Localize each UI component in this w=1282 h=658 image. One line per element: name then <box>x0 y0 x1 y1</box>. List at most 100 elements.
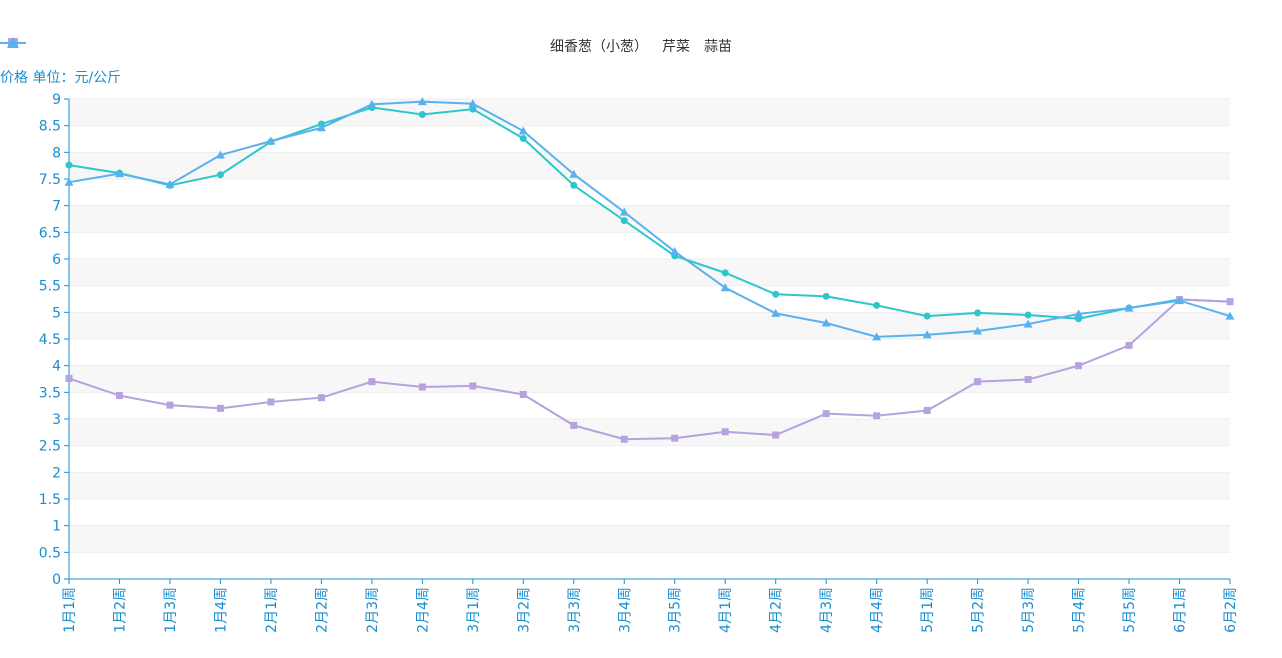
series-line <box>68 106 1231 320</box>
data-point <box>165 179 175 188</box>
y-tick-label: 6.5 <box>39 225 61 241</box>
grid-band <box>69 525 1230 553</box>
data-point <box>1175 296 1185 305</box>
x-tick-label: 5月2周 <box>971 587 987 633</box>
data-point <box>771 308 781 317</box>
data-point <box>670 247 680 256</box>
data-point <box>64 177 74 186</box>
grid-band <box>69 205 1230 233</box>
data-point <box>114 169 124 178</box>
data-point <box>923 312 931 320</box>
grid-band <box>69 259 1230 286</box>
y-tick-label: 8.5 <box>39 119 61 135</box>
y-tick-label: 0.5 <box>39 545 61 561</box>
data-point <box>671 434 679 442</box>
data-point <box>1225 311 1235 320</box>
data-point <box>469 382 477 390</box>
y-axis-label: 价格 单位：元/公斤 <box>0 70 122 86</box>
data-point <box>570 421 578 429</box>
y-tick-label: 9 <box>52 92 61 108</box>
x-tick-label: 3月4周 <box>617 587 633 633</box>
data-point <box>316 123 326 132</box>
x-tick-label: 6月2周 <box>1223 587 1239 633</box>
y-tick-label: 2.5 <box>39 439 61 455</box>
y-tick-label: 4.5 <box>39 332 61 348</box>
data-point <box>418 383 426 391</box>
data-point <box>721 428 729 436</box>
data-point <box>1075 362 1083 370</box>
data-point <box>1023 319 1033 328</box>
y-tick-label: 4 <box>52 359 61 375</box>
y-tick-label: 2 <box>52 465 61 481</box>
x-tick-label: 2月1周 <box>264 587 280 633</box>
x-tick-label: 5月5周 <box>1122 587 1138 633</box>
y-tick-label: 7.5 <box>39 172 61 188</box>
grid-band <box>69 472 1230 499</box>
data-point <box>872 332 882 341</box>
data-point <box>266 136 276 145</box>
data-point <box>468 99 478 108</box>
data-point <box>822 292 830 300</box>
x-tick-label: 4月4周 <box>870 587 886 633</box>
data-point <box>923 406 931 414</box>
grid-band <box>69 99 1230 126</box>
data-point <box>518 126 528 135</box>
data-point <box>368 378 376 386</box>
x-tick-label: 4月3周 <box>819 587 835 633</box>
data-point <box>519 390 527 398</box>
x-tick-label: 2月2周 <box>314 587 330 633</box>
data-point <box>569 169 579 178</box>
data-point <box>1074 309 1084 318</box>
grid-band <box>69 419 1230 446</box>
data-point <box>620 217 628 225</box>
legend-label: 芹菜 <box>662 39 690 55</box>
x-tick-label: 3月1周 <box>466 587 482 633</box>
data-point <box>418 110 426 118</box>
legend-item[interactable]: 蒜苗 <box>0 36 732 56</box>
data-point <box>367 99 377 108</box>
x-tick-label: 6月1周 <box>1173 587 1189 633</box>
legend: 细香葱（小葱） 芹菜 蒜苗 <box>0 36 1282 56</box>
y-tick-label: 7 <box>52 199 61 215</box>
data-point <box>721 269 729 277</box>
data-point <box>216 404 224 412</box>
y-tick-label: 1 <box>52 519 61 535</box>
data-point <box>1024 376 1032 384</box>
y-tick-label: 6 <box>52 252 61 268</box>
data-point <box>215 150 225 159</box>
legend-label: 蒜苗 <box>704 39 732 55</box>
y-tick-label: 5.5 <box>39 279 61 295</box>
data-point <box>65 161 73 169</box>
data-point <box>1124 303 1134 312</box>
x-tick-label: 1月1周 <box>62 587 78 633</box>
data-point <box>570 181 578 189</box>
series-line <box>68 298 1231 441</box>
x-tick-label: 5月3周 <box>1021 587 1037 633</box>
grid-band <box>69 445 1230 473</box>
y-tick-label: 3.5 <box>39 385 61 401</box>
grid-band <box>69 179 1230 206</box>
data-point <box>974 309 982 317</box>
x-tick-label: 5月1周 <box>920 587 936 633</box>
x-tick-label: 4月1周 <box>718 587 734 633</box>
grid-band <box>69 499 1230 526</box>
grid-band <box>69 339 1230 366</box>
data-point <box>772 431 780 439</box>
data-point <box>469 105 477 113</box>
data-point <box>873 412 881 420</box>
data-point <box>619 207 629 216</box>
data-point <box>1125 341 1133 349</box>
data-point <box>417 97 427 106</box>
data-point <box>873 301 881 309</box>
data-point <box>620 435 628 443</box>
y-tick-label: 0 <box>52 572 61 588</box>
data-point <box>821 318 831 327</box>
data-point <box>166 401 174 409</box>
grid-band <box>69 285 1230 313</box>
data-point <box>317 394 325 402</box>
grid-band <box>69 392 1230 419</box>
x-tick-label: 4月2周 <box>769 587 785 633</box>
x-tick-label: 3月2周 <box>516 587 532 633</box>
x-tick-label: 1月4周 <box>213 587 229 633</box>
